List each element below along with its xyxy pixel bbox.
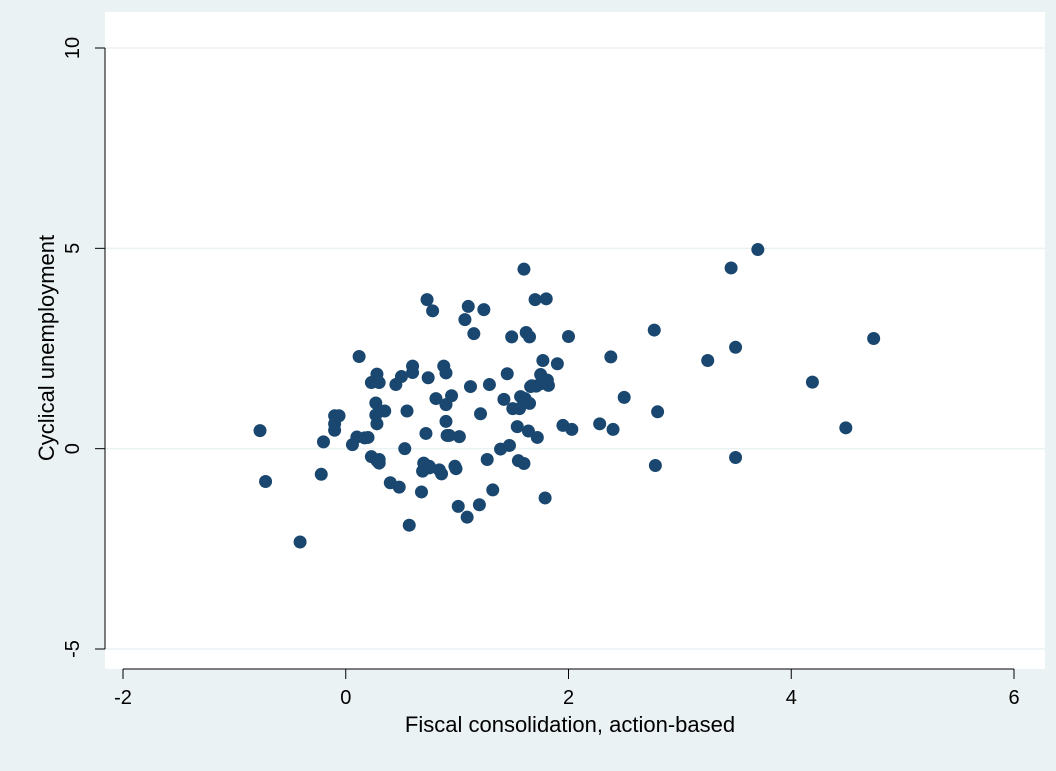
data-point (461, 299, 475, 313)
data-point (361, 430, 375, 444)
data-point (482, 378, 496, 392)
data-point (474, 407, 488, 421)
data-point (617, 390, 631, 404)
data-point (729, 340, 743, 354)
data-point (426, 304, 440, 318)
data-point (419, 426, 433, 440)
data-point (751, 243, 765, 257)
data-point (435, 467, 449, 481)
data-point (392, 480, 406, 494)
data-point (497, 392, 511, 406)
data-point (439, 414, 453, 428)
x-tick-label: 4 (786, 687, 797, 709)
data-point (538, 491, 552, 505)
data-point (452, 430, 466, 444)
data-point (449, 462, 463, 476)
data-point (451, 499, 465, 513)
data-point (420, 293, 434, 307)
data-point (467, 327, 481, 341)
data-point (565, 422, 579, 436)
data-point (606, 422, 620, 436)
data-point (316, 435, 330, 449)
data-point (477, 303, 491, 317)
y-tick-label: -5 (62, 640, 84, 658)
data-point (370, 417, 384, 431)
y-axis: -5 0 5 10 (62, 37, 106, 658)
data-point (651, 405, 665, 419)
data-point (394, 370, 408, 384)
data-point (480, 452, 494, 466)
x-tick-label: 6 (1008, 687, 1019, 709)
data-point (523, 330, 537, 344)
y-tick-label: 10 (62, 37, 84, 59)
data-point (505, 330, 519, 344)
data-point (541, 378, 555, 392)
data-point (458, 313, 472, 327)
data-point (500, 367, 514, 381)
data-point (648, 458, 662, 472)
x-tick-label: -2 (114, 687, 132, 709)
data-point (839, 421, 853, 435)
data-point (414, 485, 428, 499)
plot-area (105, 12, 1045, 669)
data-point (647, 323, 661, 337)
data-point (486, 483, 500, 497)
data-point (523, 396, 537, 410)
data-point (472, 498, 486, 512)
data-point (372, 456, 386, 470)
data-point (528, 293, 542, 307)
data-point (369, 396, 383, 410)
y-tick-label: 5 (62, 243, 84, 254)
data-point (536, 354, 550, 368)
data-point (402, 518, 416, 532)
data-point (550, 357, 564, 371)
data-point (398, 442, 412, 456)
data-point (372, 376, 386, 390)
data-point (378, 404, 392, 418)
data-point (530, 430, 544, 444)
x-axis-title: Fiscal consolidation, action-based (405, 712, 735, 737)
data-point (593, 417, 607, 431)
x-tick-label: 2 (563, 687, 574, 709)
data-point (517, 456, 531, 470)
data-point (406, 366, 420, 380)
data-point (429, 392, 443, 406)
data-point (314, 467, 328, 481)
data-point (422, 459, 436, 473)
data-point (724, 261, 738, 275)
data-point (729, 450, 743, 464)
data-point (253, 424, 267, 438)
data-point (445, 389, 459, 403)
y-axis-title: Cyclical unemployment (34, 235, 59, 461)
x-axis: -2 0 2 4 6 (114, 668, 1020, 709)
data-point (352, 350, 366, 364)
data-point (867, 331, 881, 345)
data-point (463, 380, 477, 394)
data-point (562, 329, 575, 343)
data-point (517, 262, 531, 276)
data-points (253, 243, 881, 549)
data-point (293, 535, 307, 549)
data-point (439, 366, 453, 380)
data-point (259, 475, 273, 489)
gridlines (105, 47, 1045, 650)
data-point (442, 428, 456, 442)
data-point (539, 292, 553, 306)
data-point (701, 354, 715, 368)
data-point (510, 420, 524, 434)
y-tick-label: 0 (62, 443, 84, 454)
data-point (604, 350, 618, 364)
data-point (332, 409, 346, 423)
data-point (502, 438, 516, 452)
data-point (421, 371, 435, 385)
data-point (805, 375, 819, 389)
data-point (400, 404, 414, 418)
x-tick-label: 0 (340, 687, 351, 709)
data-point (460, 510, 474, 524)
